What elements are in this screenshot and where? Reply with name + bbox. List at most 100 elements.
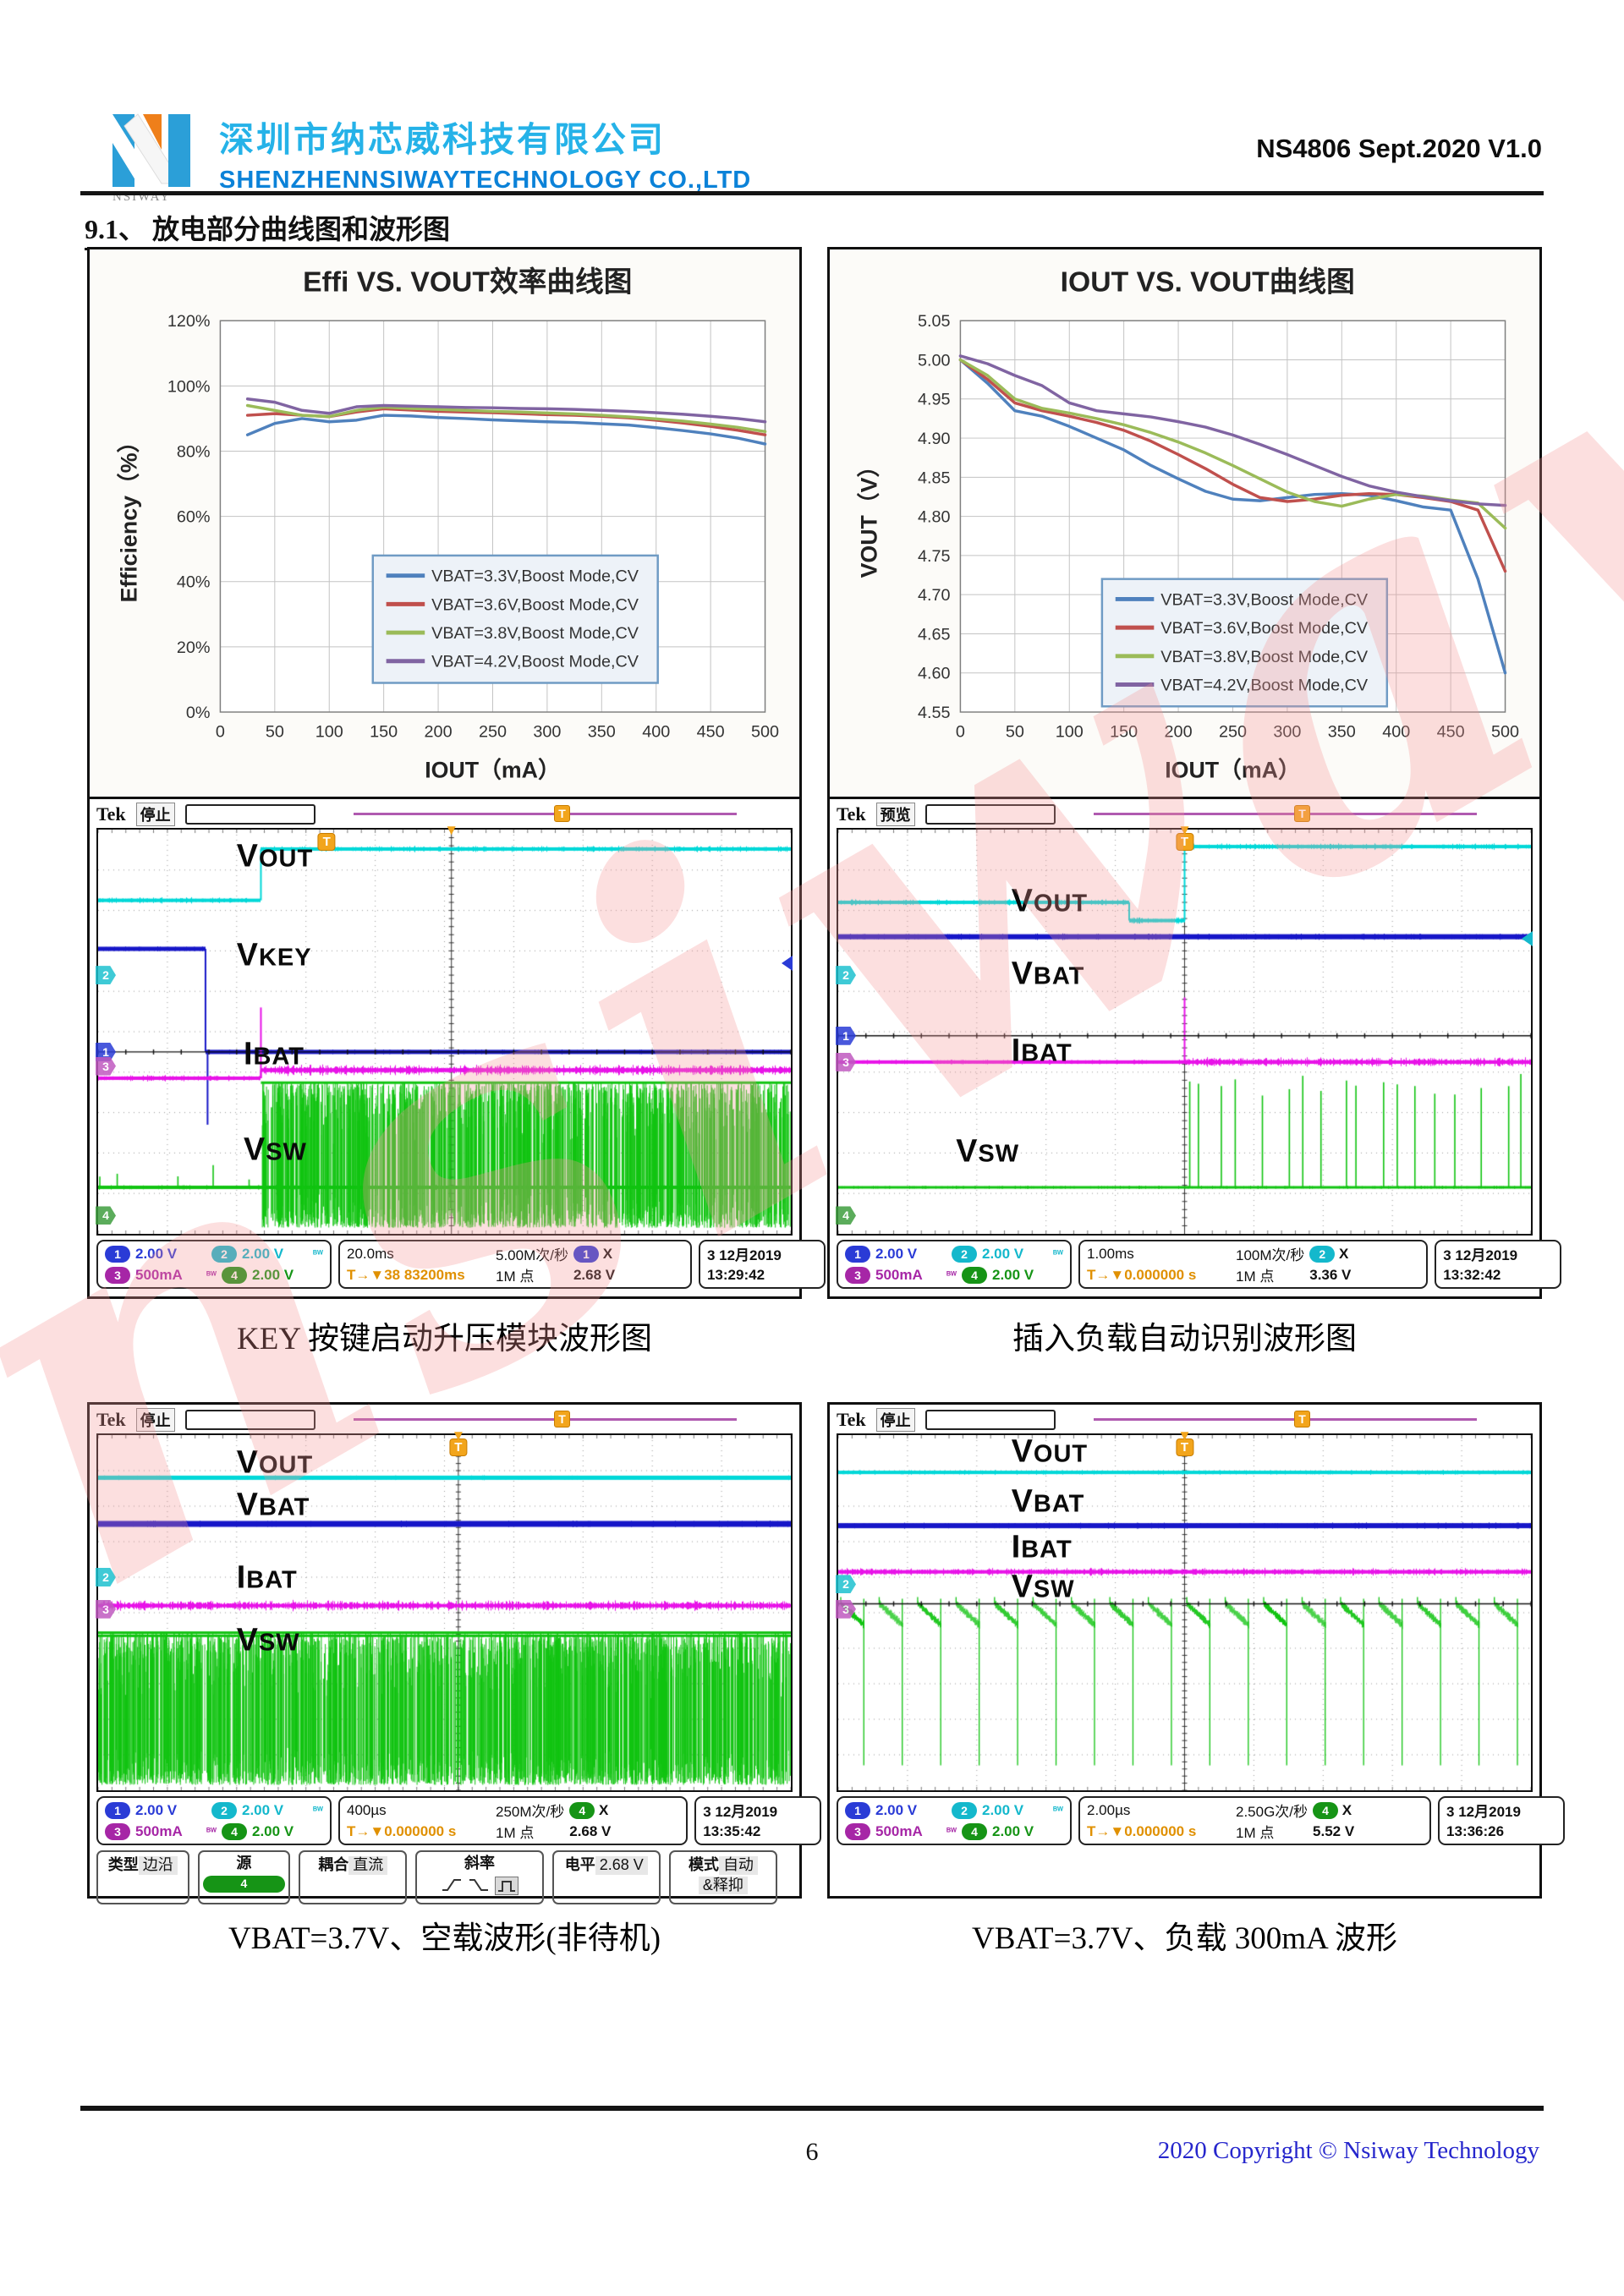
- bandwidth-flag-icon: ᴮᵂ: [946, 1269, 957, 1280]
- menu-label: 耦合: [318, 1856, 349, 1873]
- scope-display: VOUT VBAT IBAT VSW 2 1 3 4 T ▼: [836, 823, 1533, 1236]
- acquisition-mode: 停止: [135, 1408, 175, 1432]
- channel-2-badge: 2: [952, 1245, 977, 1263]
- svg-text:VBAT=3.3V,Boost Mode,CV: VBAT=3.3V,Boost Mode,CV: [1160, 590, 1369, 609]
- svg-text:150: 150: [370, 723, 398, 742]
- trigger-level-readout: 5.52 V: [1313, 1822, 1355, 1839]
- trace-label-vbat: VBAT: [1011, 1482, 1085, 1519]
- trigger-level-readout: 3.36 V: [1309, 1266, 1352, 1283]
- channel-4-scale: 2.00 V: [991, 1266, 1034, 1283]
- trigger-level-readout: 2.68 V: [569, 1822, 612, 1839]
- trigger-position-arrow-icon: ▼: [1177, 1427, 1192, 1444]
- trace-label-vout: VOUT: [236, 1444, 314, 1479]
- top-readout-box: [184, 1410, 315, 1430]
- menu-电平: 电平 2.68 V: [551, 1850, 661, 1904]
- oscilloscope-screenshot-1: Tek 停止 T VOUT VKEY IBAT VSW 2 1 3 4 T ▼ 1 2.00 V 2…: [87, 797, 826, 1299]
- channel-4-scale: 2.00 V: [251, 1266, 294, 1283]
- svg-text:300: 300: [1273, 723, 1301, 742]
- svg-text:0: 0: [216, 723, 225, 742]
- menu-label: 模式: [688, 1856, 719, 1873]
- svg-text:4.60: 4.60: [918, 665, 951, 683]
- trace-label-vbat: VBAT: [1011, 955, 1085, 991]
- tek-brand: Tek: [96, 1409, 126, 1430]
- menu-label: 电平: [564, 1856, 595, 1873]
- trigger-position-readout: T→▼0.000000 s: [1086, 1822, 1197, 1839]
- trigger-menu-bar: 类型 边沿源 4 耦合 直流 斜率 电平 2.68 V 模式 自动 &释抑: [96, 1850, 793, 1904]
- record-length-readout: 1M 点: [495, 1825, 535, 1841]
- channel-2-scale: 2.00 V: [242, 1245, 284, 1262]
- page-header: NSIWAY 深圳市纳芯威科技有限公司 SHENZHENNSIWAYTECHNO…: [106, 106, 751, 204]
- channel-3-badge: 3: [845, 1822, 870, 1840]
- svg-text:200: 200: [425, 723, 453, 742]
- scope-row-2: Tek 停止 T VOUT VBAT IBAT VSW 2 3 T ▼ 1 2.00 V 2 2.…: [87, 1402, 1566, 1958]
- svg-text:80%: 80%: [177, 442, 211, 461]
- trigger-point-icon: T: [1175, 833, 1194, 851]
- svg-text:4.65: 4.65: [918, 625, 951, 644]
- date-readout: 3 12月2019: [1443, 1247, 1518, 1263]
- waveform-canvas: [98, 1435, 791, 1790]
- channel-2-badge: 2: [211, 1801, 237, 1819]
- tek-brand: Tek: [837, 1409, 866, 1430]
- company-name-cn: 深圳市纳芯威科技有限公司: [219, 120, 666, 159]
- menu-斜率: 斜率: [415, 1850, 544, 1904]
- channel-2-scale: 2.00 V: [982, 1245, 1024, 1262]
- svg-text:0: 0: [956, 723, 965, 742]
- svg-text:400: 400: [1382, 723, 1410, 742]
- channel-2-badge: 2: [952, 1801, 977, 1819]
- svg-text:VBAT=3.3V,Boost Mode,CV: VBAT=3.3V,Boost Mode,CV: [431, 567, 639, 586]
- trace-label-vout: VOUT: [1011, 882, 1089, 918]
- record-length-readout: 1M 点: [495, 1269, 535, 1285]
- svg-text:100%: 100%: [167, 377, 211, 396]
- svg-text:100: 100: [1056, 723, 1084, 742]
- trace-label-ibat: IBAT: [1011, 1528, 1073, 1564]
- svg-text:4.80: 4.80: [918, 508, 951, 527]
- trace-label-ibat: IBAT: [1011, 1032, 1073, 1067]
- svg-text:4.55: 4.55: [918, 704, 951, 722]
- trigger-level-readout: 2.68 V: [573, 1266, 616, 1283]
- scope-top-bar: Tek 停止 T: [96, 1408, 793, 1432]
- record-position-bar: T: [1066, 1411, 1533, 1429]
- svg-text:450: 450: [1437, 723, 1465, 742]
- svg-text:VBAT=3.8V,Boost Mode,CV: VBAT=3.8V,Boost Mode,CV: [431, 624, 639, 643]
- source-channel-badge: 4: [202, 1875, 286, 1893]
- channel-4-badge: 4: [961, 1822, 987, 1840]
- channel-4-marker-icon: 4: [96, 1206, 116, 1225]
- channel-1-scale: 2.00 V: [135, 1245, 178, 1262]
- time-readout: 13:36:26: [1446, 1822, 1505, 1839]
- oscilloscope-screenshot-3: Tek 停止 T VOUT VBAT IBAT VSW 2 3 T ▼ 1 2.00 V 2 2.…: [87, 1402, 822, 1904]
- channel-4-marker-icon: 4: [836, 1206, 856, 1225]
- scope-display: VOUT VBAT IBAT VSW 2 3 T ▼: [96, 1427, 793, 1792]
- header-rule: [80, 191, 1544, 195]
- trigger-position-readout: T→▼0.000000 s: [346, 1822, 457, 1839]
- sample-rate-readout: 5.00M次/秒: [495, 1247, 568, 1263]
- record-length-readout: 1M 点: [1235, 1825, 1275, 1841]
- trigger-source: 1 X: [573, 1245, 683, 1263]
- channel-1-scale: 2.00 V: [135, 1801, 178, 1818]
- trigger-kind: X: [595, 1801, 609, 1818]
- menu-spacer: [786, 1850, 793, 1904]
- channel-1-scale: 2.00 V: [875, 1801, 918, 1818]
- channel-3-scale: 500mA: [135, 1822, 183, 1839]
- menu-label: 斜率: [464, 1855, 495, 1871]
- record-length-readout: 1M 点: [1235, 1269, 1275, 1285]
- svg-text:250: 250: [1219, 723, 1247, 742]
- acquisition-mode: 停止: [135, 803, 175, 826]
- scope-display: VOUT VKEY IBAT VSW 2 1 3 4 T ▼: [96, 823, 793, 1236]
- channel-3-scale: 500mA: [875, 1822, 923, 1839]
- trigger-point-icon: T: [449, 1438, 468, 1456]
- datetime-box: 3 12月2019 13:36:26: [1438, 1796, 1566, 1845]
- acquisition-readouts: 20.0ms 5.00M次/秒 1 X T→▼38 83200ms 1M 点 2.68 V: [337, 1240, 692, 1289]
- trigger-position-icon: T: [1294, 805, 1310, 822]
- trigger-position-arrow-icon: ▼: [451, 1427, 466, 1444]
- svg-text:100: 100: [315, 723, 343, 742]
- svg-text:VBAT=3.6V,Boost Mode,CV: VBAT=3.6V,Boost Mode,CV: [431, 595, 639, 614]
- trace-label-vout: VOUT: [236, 837, 314, 874]
- svg-text:120%: 120%: [167, 312, 211, 331]
- footer-rule: [80, 2106, 1544, 2111]
- bandwidth-flag-icon: ᴮᵂ: [206, 1826, 217, 1837]
- svg-text:500: 500: [751, 723, 779, 742]
- efficiency-chart-box: Effi VS. VOUT效率曲线图 0 50 100 150 200 250 300 350 4…: [87, 247, 802, 807]
